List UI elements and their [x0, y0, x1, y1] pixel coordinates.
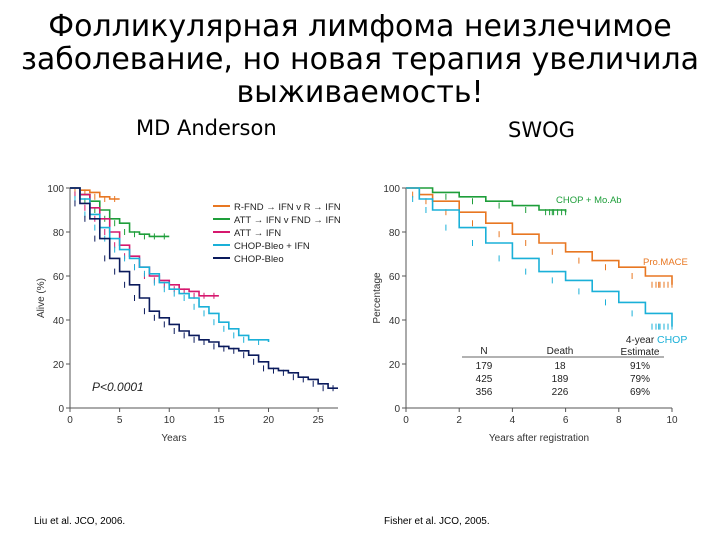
series-line-1-4	[70, 187, 270, 342]
y-axis-label: Percentage	[372, 272, 383, 324]
right-subtitle: SWOG	[508, 118, 575, 142]
y-tick-label: 80	[389, 228, 401, 239]
table-cell: 79%	[630, 374, 650, 385]
legend-entry: R-FND → IFN v R → IFN	[234, 202, 341, 213]
y-tick-label: 20	[53, 360, 65, 371]
x-tick-label: 4	[510, 415, 516, 426]
table-cell: 179	[476, 361, 493, 372]
x-tick-label: 0	[67, 415, 73, 426]
y-tick-label: 100	[383, 184, 400, 195]
table-cell: 356	[476, 387, 493, 398]
y-tick-label: 0	[58, 404, 64, 415]
x-tick-label: 5	[117, 415, 123, 426]
y-tick-label: 60	[389, 272, 401, 283]
left-subtitle: MD Anderson	[136, 116, 277, 140]
y-tick-label: 80	[53, 228, 65, 239]
y-tick-label: 40	[389, 316, 401, 327]
y-tick-label: 100	[47, 184, 64, 195]
legend-entry: CHOP-Bleo	[234, 254, 284, 265]
table-cell: 226	[552, 387, 569, 398]
x-axis-label: Years after registration	[489, 433, 589, 444]
x-tick-label: 0	[403, 415, 409, 426]
slide-title: Фолликулярная лимфома неизлечимое заболе…	[0, 10, 720, 109]
x-tick-label: 10	[164, 415, 176, 426]
y-tick-label: 40	[53, 316, 65, 327]
table-cell: 69%	[630, 387, 650, 398]
series-line-1-3	[70, 187, 219, 297]
x-tick-label: 25	[313, 415, 325, 426]
right-citation: Fisher et al. JCO, 2005.	[384, 516, 490, 527]
y-tick-label: 20	[389, 360, 401, 371]
x-tick-label: 20	[263, 415, 275, 426]
table-header: N	[480, 346, 487, 357]
y-axis-label: Alive (%)	[36, 278, 47, 318]
legend-entry: CHOP-Bleo + IFN	[234, 241, 310, 252]
table-header: 4-year	[626, 335, 655, 346]
x-tick-label: 6	[563, 415, 569, 426]
table-header: Death	[547, 346, 574, 357]
x-tick-label: 15	[213, 415, 225, 426]
left-citation: Liu et al. JCO, 2006.	[34, 516, 126, 527]
legend-entry: ATT → IFN v FND → IFN	[234, 215, 341, 226]
title-line-2: заболевание, но новая терапия увеличила	[20, 42, 700, 77]
p-value: P<0.0001	[92, 380, 144, 394]
x-axis-label: Years	[161, 433, 186, 444]
table-cell: 425	[476, 374, 493, 385]
x-tick-label: 2	[456, 415, 462, 426]
series-line-2-1	[406, 187, 567, 213]
table-cell: 18	[554, 361, 566, 372]
legend-entry: ATT → IFN	[234, 228, 281, 239]
y-tick-label: 0	[394, 404, 400, 415]
y-tick-label: 60	[53, 272, 65, 283]
series-line-2-3	[406, 187, 673, 327]
title-line-1: Фолликулярная лимфома неизлечимое	[48, 9, 672, 44]
table-header: Estimate	[621, 347, 660, 358]
series-label: Pro.MACE	[643, 257, 688, 268]
x-tick-label: 10	[666, 415, 678, 426]
x-tick-label: 8	[616, 415, 622, 426]
series-label: CHOP	[657, 334, 687, 346]
title-line-3: выживаемость!	[236, 75, 484, 110]
series-label: CHOP + Mo.Ab	[556, 195, 622, 206]
table-cell: 189	[552, 374, 569, 385]
table-cell: 91%	[630, 361, 650, 372]
